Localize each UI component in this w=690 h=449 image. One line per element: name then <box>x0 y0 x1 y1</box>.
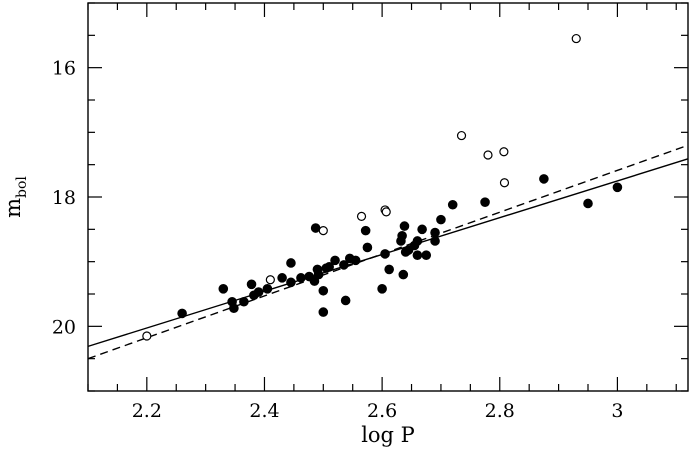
filled-data-point <box>318 285 329 296</box>
filled-data-point <box>330 255 340 266</box>
x-tick-label: 3 <box>611 400 623 422</box>
open-data-point <box>499 178 510 188</box>
filled-data-point <box>539 174 549 184</box>
filled-data-point <box>384 264 394 275</box>
filled-data-point <box>177 308 187 319</box>
tick-labels: 2.2 2.4 2.6 2.8 3 16 18 20 <box>52 58 624 422</box>
x-tick-label: 2.8 <box>485 400 515 422</box>
x-tick-label: 2.6 <box>367 400 397 422</box>
open-data-point <box>571 33 581 44</box>
y-axis-label-sub: bol <box>14 176 30 198</box>
data-markers <box>142 33 623 341</box>
filled-data-point <box>430 227 440 238</box>
filled-data-point <box>447 199 458 210</box>
filled-data-point <box>340 295 351 306</box>
filled-data-point <box>229 303 239 314</box>
y-tick-label: 18 <box>52 187 76 209</box>
y-tick-label: 16 <box>52 58 76 80</box>
y-axis-label: mbol <box>1 176 30 218</box>
y-tick-label: 20 <box>52 316 76 338</box>
filled-data-point <box>310 223 321 233</box>
open-data-point <box>499 147 509 157</box>
open-data-point <box>483 150 493 160</box>
filled-data-point <box>277 273 287 283</box>
filled-data-point <box>398 269 409 280</box>
filled-data-point <box>286 258 296 268</box>
filled-data-point <box>583 198 593 209</box>
filled-data-point <box>612 182 623 193</box>
filled-data-point <box>286 277 296 288</box>
filled-data-point <box>412 250 423 260</box>
filled-data-point <box>412 236 423 246</box>
filled-data-point <box>436 214 446 225</box>
filled-data-point <box>397 231 407 241</box>
x-tick-label: 2.2 <box>132 400 162 422</box>
open-data-point <box>265 275 275 285</box>
filled-data-point <box>339 260 349 270</box>
filled-data-point <box>399 221 410 231</box>
filled-data-point <box>360 225 371 236</box>
filled-data-point <box>377 284 387 294</box>
filled-data-point <box>480 197 490 207</box>
filled-data-point <box>296 273 306 283</box>
x-axis-label: log P <box>361 423 415 447</box>
filled-data-point <box>262 284 273 294</box>
filled-data-point <box>362 242 373 253</box>
filled-data-point <box>239 296 249 307</box>
filled-data-point <box>324 262 334 272</box>
open-data-point <box>456 130 467 141</box>
filled-data-point <box>218 284 229 294</box>
filled-data-point <box>318 307 329 317</box>
axis-ticks <box>87 2 688 392</box>
filled-data-point <box>350 255 361 266</box>
y-axis-label-main: m <box>1 198 25 218</box>
x-tick-label: 2.4 <box>249 400 279 422</box>
plot-frame <box>87 2 689 392</box>
filled-data-point <box>417 224 427 235</box>
filled-data-point <box>380 249 390 259</box>
filled-data-point <box>249 290 259 301</box>
open-data-point <box>318 226 328 236</box>
filled-data-point <box>313 269 324 280</box>
open-data-point <box>142 331 152 341</box>
filled-data-point <box>430 236 440 246</box>
filled-data-point <box>246 279 257 290</box>
open-data-point <box>381 207 391 217</box>
open-data-point <box>356 211 367 221</box>
filled-data-point <box>421 250 432 260</box>
